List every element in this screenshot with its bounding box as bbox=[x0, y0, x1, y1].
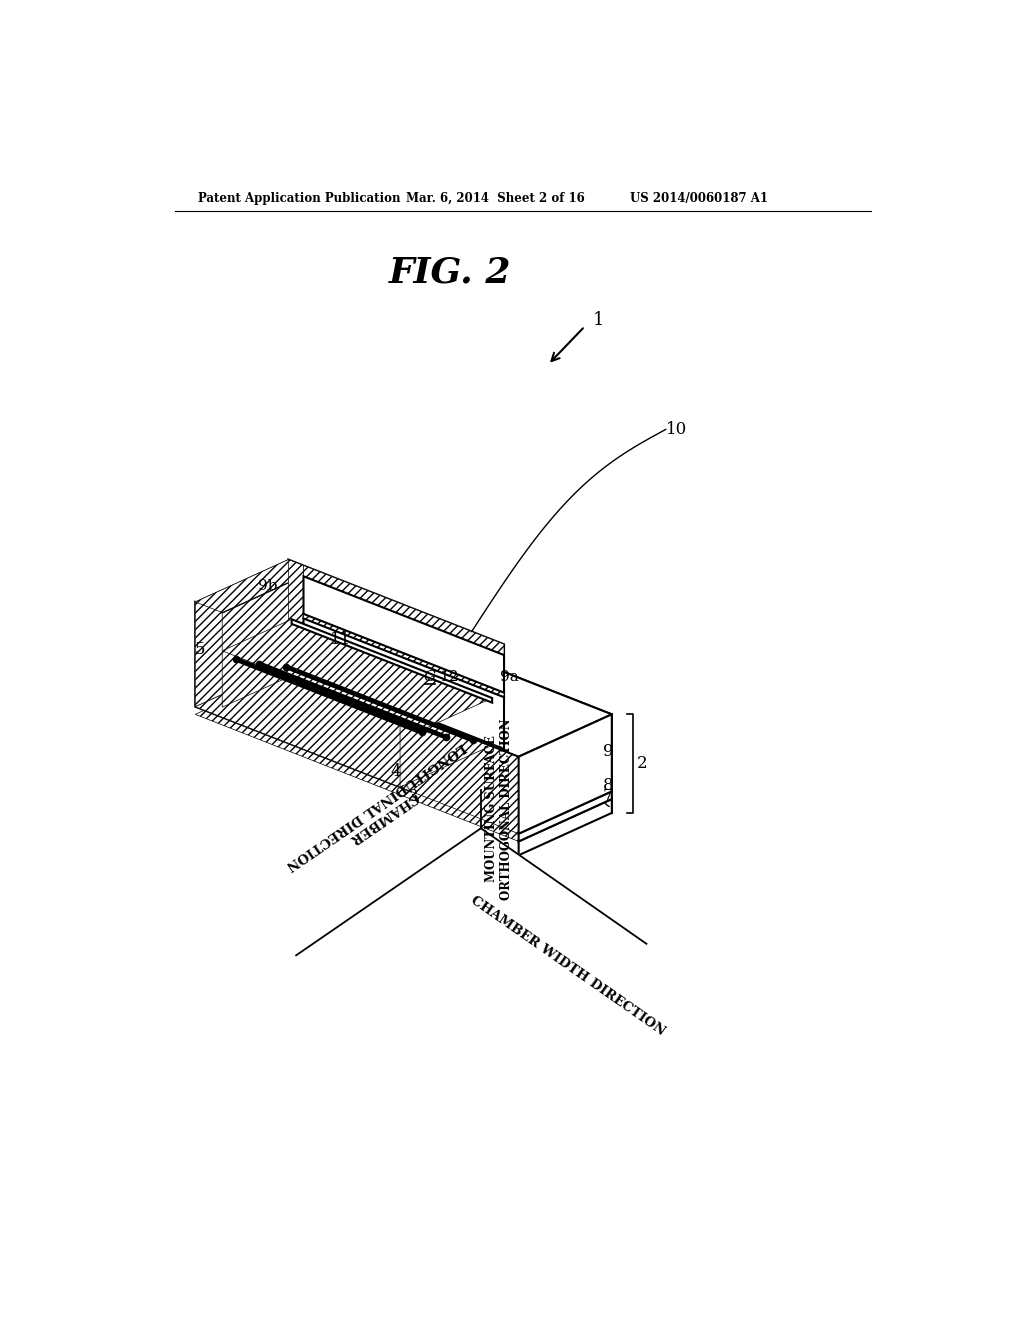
Polygon shape bbox=[222, 619, 493, 730]
Text: US 2014/0060187 A1: US 2014/0060187 A1 bbox=[630, 191, 768, 205]
Text: Mar. 6, 2014  Sheet 2 of 16: Mar. 6, 2014 Sheet 2 of 16 bbox=[407, 191, 585, 205]
Text: 9: 9 bbox=[602, 743, 613, 760]
Polygon shape bbox=[296, 829, 646, 966]
Text: G: G bbox=[424, 669, 436, 684]
Polygon shape bbox=[494, 668, 611, 792]
Polygon shape bbox=[289, 672, 611, 813]
Polygon shape bbox=[400, 668, 494, 787]
Polygon shape bbox=[518, 714, 611, 834]
Text: CHAMBER WIDTH DIRECTION: CHAMBER WIDTH DIRECTION bbox=[468, 894, 667, 1038]
Text: FIG. 2: FIG. 2 bbox=[389, 255, 511, 289]
Text: 12: 12 bbox=[439, 669, 459, 684]
Polygon shape bbox=[196, 560, 504, 686]
Text: 3: 3 bbox=[409, 788, 419, 805]
Polygon shape bbox=[292, 619, 493, 702]
Text: 11: 11 bbox=[330, 631, 351, 648]
Polygon shape bbox=[303, 577, 504, 748]
Polygon shape bbox=[196, 602, 411, 792]
Text: 4: 4 bbox=[390, 763, 401, 780]
Polygon shape bbox=[196, 672, 611, 841]
Polygon shape bbox=[222, 582, 292, 708]
Polygon shape bbox=[222, 582, 493, 692]
Text: 2: 2 bbox=[637, 755, 647, 772]
Text: MOUNTING SURFACE
ORTHOGONAL DIRECTION: MOUNTING SURFACE ORTHOGONAL DIRECTION bbox=[484, 718, 513, 900]
Polygon shape bbox=[289, 560, 504, 748]
Polygon shape bbox=[289, 560, 303, 671]
Polygon shape bbox=[289, 664, 611, 799]
Text: 8: 8 bbox=[602, 776, 613, 793]
Text: Patent Application Publication: Patent Application Publication bbox=[198, 191, 400, 205]
Text: 9a: 9a bbox=[500, 671, 519, 685]
Text: 7: 7 bbox=[602, 788, 613, 805]
Text: 10: 10 bbox=[666, 421, 687, 438]
Polygon shape bbox=[196, 560, 289, 706]
Text: 1: 1 bbox=[593, 312, 604, 329]
Polygon shape bbox=[518, 799, 611, 855]
Polygon shape bbox=[400, 668, 611, 756]
Polygon shape bbox=[303, 614, 504, 697]
Text: 9b: 9b bbox=[258, 579, 278, 593]
Polygon shape bbox=[518, 792, 611, 841]
Text: 5: 5 bbox=[195, 640, 205, 657]
Polygon shape bbox=[196, 664, 611, 834]
Polygon shape bbox=[303, 565, 504, 655]
Text: CHAMBER
LONGITUDINAL DIRECTION: CHAMBER LONGITUDINAL DIRECTION bbox=[283, 739, 476, 884]
